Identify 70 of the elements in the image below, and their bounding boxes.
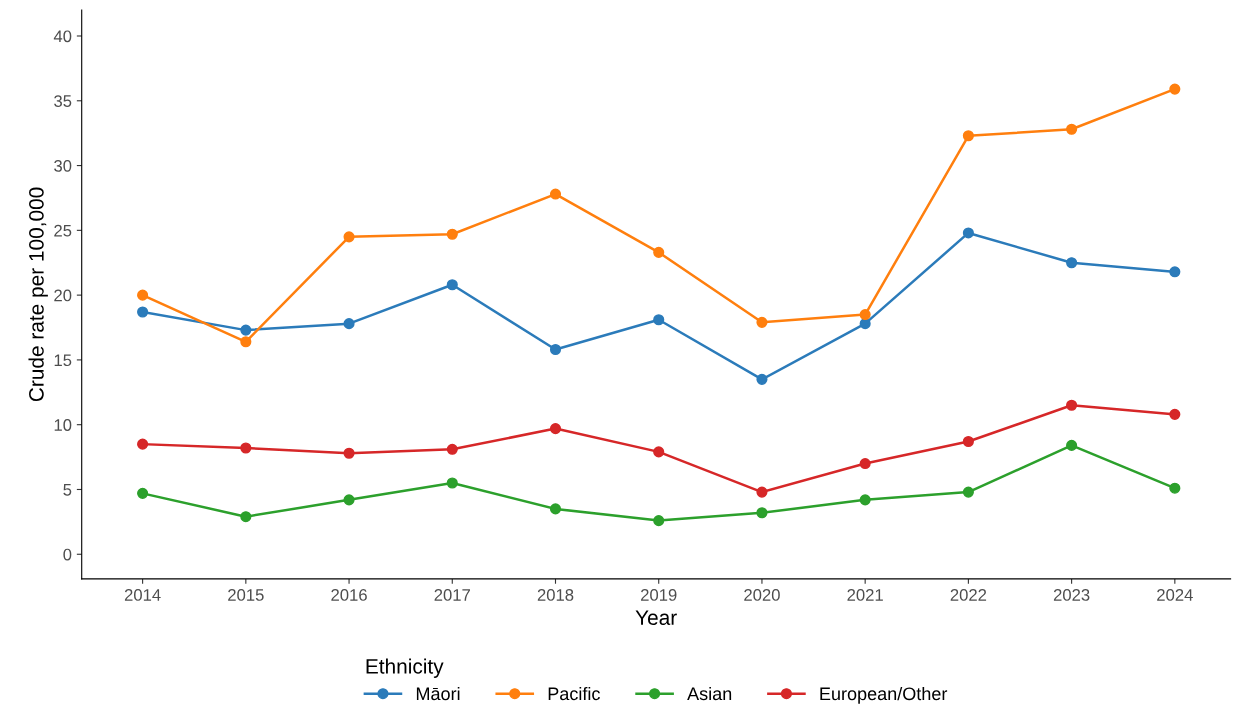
point: [549, 343, 562, 356]
x-tick-label: 2019: [641, 589, 677, 601]
legend-title: Ethnicity: [366, 658, 444, 678]
point: [446, 228, 458, 240]
point: [962, 227, 974, 239]
point: [446, 443, 458, 455]
point: [1169, 408, 1181, 420]
y-tick-label: 15: [54, 354, 72, 367]
x-tick-label: 2022: [950, 589, 987, 601]
y-tick-label: 20: [54, 289, 72, 302]
y-tick-label: 35: [54, 95, 72, 107]
point: [756, 373, 768, 385]
x-tick-label: 2014: [124, 589, 161, 601]
point: [240, 336, 252, 348]
point: [962, 130, 974, 142]
point: [653, 314, 665, 326]
point: [343, 231, 355, 243]
y-tick-label: 0: [63, 548, 72, 561]
x-tick-label: 2016: [331, 589, 367, 601]
point: [859, 458, 871, 470]
point: [756, 507, 768, 519]
x-tick-label: 2015: [228, 589, 264, 601]
point: [240, 324, 252, 336]
point: [446, 279, 458, 291]
point: [962, 486, 974, 498]
point: [240, 511, 252, 523]
point: [756, 316, 768, 328]
legend-label: Māori: [416, 686, 460, 701]
x-tick-label: 2024: [1157, 589, 1193, 601]
point: [653, 446, 665, 458]
y-tick-label: 5: [63, 484, 72, 496]
y-axis-title: Crude rate per 100,000: [28, 187, 48, 402]
point: [240, 442, 252, 454]
point: [1066, 439, 1078, 451]
x-axis-title: Year: [635, 610, 677, 625]
x-tick-label: 2018: [537, 589, 574, 601]
point: [137, 289, 149, 301]
legend-label: European/Other: [820, 686, 948, 704]
point: [859, 494, 871, 506]
y-tick-label: 25: [54, 224, 72, 237]
point: [756, 486, 768, 498]
x-tick-label: 2020: [744, 589, 780, 601]
x-tick-label: 2023: [1053, 589, 1090, 601]
legend-label: Asian: [687, 686, 732, 701]
point: [549, 188, 562, 200]
point: [343, 494, 355, 506]
y-tick-label: 40: [53, 30, 72, 43]
point: [1066, 123, 1078, 135]
point: [446, 477, 458, 489]
point: [549, 423, 562, 435]
point: [962, 435, 974, 448]
point: [653, 515, 665, 527]
y-tick-label: 10: [54, 419, 72, 431]
x-tick-label: 2017: [434, 589, 470, 601]
point: [137, 306, 149, 318]
point: [1066, 257, 1078, 269]
legend-label: Pacific: [548, 686, 600, 701]
point: [343, 447, 355, 459]
point: [653, 246, 665, 258]
point: [1066, 399, 1078, 411]
point: [343, 318, 355, 330]
point: [1169, 482, 1181, 494]
y-tick-label: 30: [54, 159, 72, 172]
point: [1169, 266, 1181, 278]
point: [137, 438, 149, 450]
point: [549, 503, 562, 515]
point: [1169, 83, 1181, 95]
point: [137, 487, 149, 499]
point: [859, 309, 871, 321]
x-tick-label: 2021: [847, 589, 883, 601]
